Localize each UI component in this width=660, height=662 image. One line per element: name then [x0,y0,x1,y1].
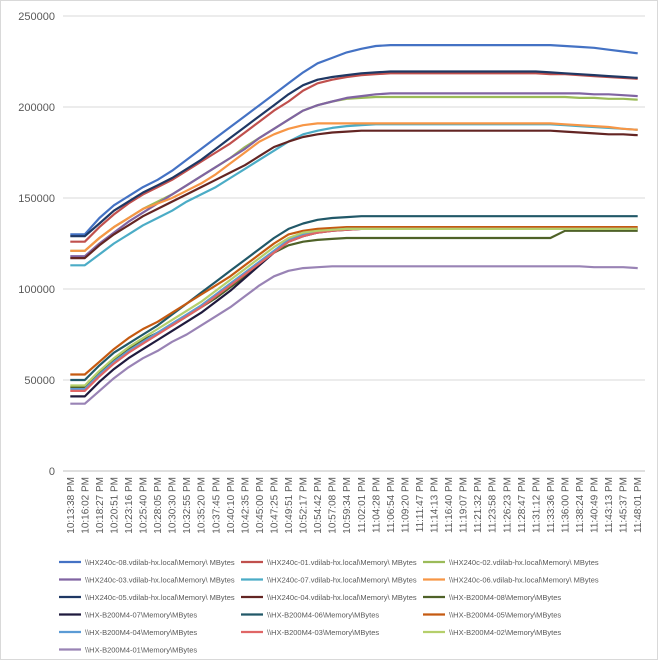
x-tick-label: 11:04:28 PM [371,477,382,533]
legend-entry: \\HX-B200M4-02\Memory\MBytes [449,628,561,637]
x-tick-label: 11:48:01 PM [633,477,644,533]
x-tick-label: 10:13:38 PM [66,477,77,534]
series-line-16 [70,265,638,405]
x-tick-label: 11:31:12 PM [531,477,542,533]
x-tick-label: 11:43:13 PM [604,477,615,533]
legend-entry: \\HX-B200M4-03\Memory\MBytes [267,628,379,637]
x-tick-label: 10:59:34 PM [342,477,353,534]
x-tick-label: 10:20:51 PM [109,477,120,534]
x-tick-label: 11:06:54 PM [386,477,397,533]
x-tick-label: 10:37:45 PM [211,477,222,534]
series-line-8 [70,129,638,260]
series-line-6 [70,122,638,252]
x-tick-label: 10:42:35 PM [240,477,251,534]
gridlines [63,15,645,472]
x-tick-label: 11:02:01 PM [357,477,368,533]
x-tick-label: 10:54:42 PM [313,477,324,534]
x-tick-label: 10:35:20 PM [197,477,208,534]
x-tick-label: 10:32:55 PM [182,477,193,534]
x-tick-label: 11:23:58 PM [488,477,499,533]
y-tick-label: 200000 [18,102,55,114]
legend-entry: \\HX240c-03.vdilab-hx.local\Memory\ MByt… [85,576,235,585]
x-tick-label: 11:14:13 PM [430,477,441,533]
series-line-13 [70,227,638,391]
y-tick-label: 50000 [24,375,55,387]
x-tick-label: 11:33:36 PM [546,477,557,533]
x-tick-label: 10:30:30 PM [168,477,179,534]
x-tick-label: 11:26:23 PM [502,477,513,533]
legend-entry: \\HX-B200M4-04\Memory\MBytes [85,628,197,637]
x-tick-label: 10:28:05 PM [153,477,164,534]
series-line-2 [70,72,638,243]
x-tick-label: 10:23:16 PM [124,477,135,534]
legend-entry: \\HX240c-07.vdilab-hx.local\Memory\ MByt… [267,576,417,585]
legend-entry: \\HX240c-06.vdilab-hx.local\Memory\ MByt… [449,576,599,585]
series-line-14 [70,227,638,392]
legend-entry: \\HX-B200M4-06\Memory\MBytes [267,611,379,620]
x-axis-ticks: 10:13:38 PM 10:16:02 PM 10:18:27 PM 10:20:5… [66,477,644,534]
legend-entry: \\HX240c-05.vdilab-hx.local\Memory\ MByt… [85,593,235,602]
legend-entry: \\HX-B200M4-01\Memory\MBytes [85,646,197,655]
x-tick-label: 11:21:32 PM [473,477,484,533]
legend-entry: \\HX-B200M4-05\Memory\MBytes [449,611,561,620]
legend-entry: \\HX-B200M4-08\Memory\MBytes [449,593,561,602]
x-tick-label: 11:19:07 PM [459,477,470,533]
y-axis-ticks: 0 50000 100000 150000 200000 250000 [18,11,55,478]
series-line-9 [70,229,638,389]
series-line-11 [70,215,638,382]
series-line-4 [70,92,638,258]
x-tick-label: 10:25:40 PM [139,477,150,534]
x-tick-label: 10:52:17 PM [299,477,310,534]
legend-entry: \\HX-B200M4-07\Memory\MBytes [85,611,197,620]
series-line-15 [70,227,638,387]
x-tick-label: 10:45:00 PM [255,477,266,534]
series-line-10 [70,227,638,398]
legend: \\HX240c-08.vdilab-hx.local\Memory\ MByt… [59,558,599,655]
x-tick-label: 10:49:51 PM [284,477,295,534]
x-tick-label: 10:18:27 PM [95,477,106,534]
legend-entry: \\HX240c-04.vdilab-hx.local\Memory\ MByt… [267,593,417,602]
y-tick-label: 100000 [18,284,55,296]
x-tick-label: 10:47:25 PM [269,477,280,534]
series-line-7 [70,70,638,238]
x-tick-label: 11:38:24 PM [575,477,586,533]
y-tick-label: 150000 [18,193,55,205]
series-line-1 [70,43,638,236]
series-lines [70,43,638,405]
x-tick-label: 11:40:49 PM [590,477,601,533]
y-tick-label: 250000 [18,11,55,23]
legend-entry: \\HX240c-01.vdilab-hx.local\Memory\ MByt… [267,558,417,567]
x-tick-label: 10:40:10 PM [226,477,237,534]
x-tick-label: 11:28:47 PM [517,477,528,533]
series-line-12 [70,226,638,376]
y-tick-label: 0 [49,466,55,478]
legend-entry: \\HX240c-02.vdilab-hx.local\Memory\ MByt… [449,558,599,567]
x-tick-label: 10:16:02 PM [80,477,91,534]
x-tick-label: 11:45:37 PM [619,477,630,533]
series-line-5 [70,123,638,267]
x-tick-label: 11:09:20 PM [400,477,411,533]
x-tick-label: 11:11:47 PM [415,477,426,532]
legend-entry: \\HX240c-08.vdilab-hx.local\Memory\ MByt… [85,558,235,567]
x-tick-label: 10:57:08 PM [328,477,339,534]
x-tick-label: 11:16:40 PM [444,477,455,533]
x-tick-label: 11:36:00 PM [560,477,571,533]
